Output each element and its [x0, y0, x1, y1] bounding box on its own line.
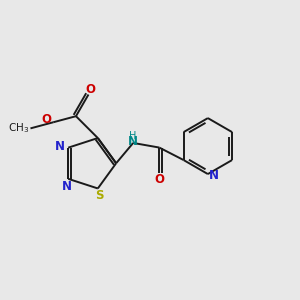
- Text: N: N: [209, 169, 219, 182]
- Text: O: O: [42, 113, 52, 126]
- Text: CH$_3$: CH$_3$: [8, 122, 29, 135]
- Text: H: H: [130, 131, 137, 142]
- Text: N: N: [62, 180, 72, 193]
- Text: N: N: [55, 140, 65, 153]
- Text: S: S: [95, 189, 103, 202]
- Text: O: O: [85, 83, 95, 96]
- Text: O: O: [154, 172, 164, 186]
- Text: N: N: [128, 135, 138, 148]
